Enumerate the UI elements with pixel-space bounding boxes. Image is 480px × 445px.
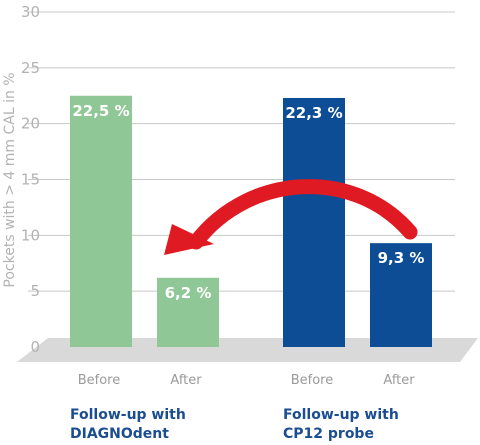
group-label-line2: CP12 probe <box>283 426 374 442</box>
bars <box>70 95 432 347</box>
y-tick-label: 20 <box>21 115 40 133</box>
group-labels: Follow-up with DIAGNOdent Follow-up with CP… <box>70 407 399 442</box>
bar-value-label: 9,3 % <box>378 249 425 267</box>
y-axis-ticks: 0 5 10 15 20 25 30 <box>21 3 40 356</box>
bar-cp12-before <box>283 97 345 347</box>
bar-value-label: 22,3 % <box>285 104 342 122</box>
category-label: Before <box>291 373 334 388</box>
group-label-line1: Follow-up with <box>283 407 399 423</box>
category-label: After <box>383 373 415 388</box>
arrow-head <box>164 224 214 255</box>
category-labels: Before After Before After <box>78 373 416 388</box>
bar-diagnodent-before <box>70 95 132 347</box>
y-tick-label: 5 <box>30 282 40 300</box>
chart-floor <box>17 338 478 362</box>
y-tick-label: 25 <box>21 59 40 77</box>
bar-cp12-after <box>370 243 432 347</box>
bar-value-label: 6,2 % <box>165 284 212 302</box>
y-tick-label: 10 <box>21 226 40 244</box>
bar-value-label: 22,5 % <box>72 102 129 120</box>
y-axis-label: Pockets with > 4 mm CAL in % <box>2 72 18 287</box>
bar-data-labels: 22,5 % 6,2 % 22,3 % 9,3 % <box>72 102 424 302</box>
y-tick-label: 30 <box>21 3 40 21</box>
y-tick-label: 0 <box>30 338 40 356</box>
arrow-shaft <box>188 179 418 250</box>
category-label: Before <box>78 373 121 388</box>
y-tick-label: 15 <box>21 171 40 189</box>
bar-diagnodent-after <box>157 277 219 347</box>
comparison-arrow <box>164 179 418 255</box>
category-label: After <box>170 373 202 388</box>
group-label-line1: Follow-up with <box>70 407 186 423</box>
group-label-line2: DIAGNOdent <box>70 426 169 442</box>
